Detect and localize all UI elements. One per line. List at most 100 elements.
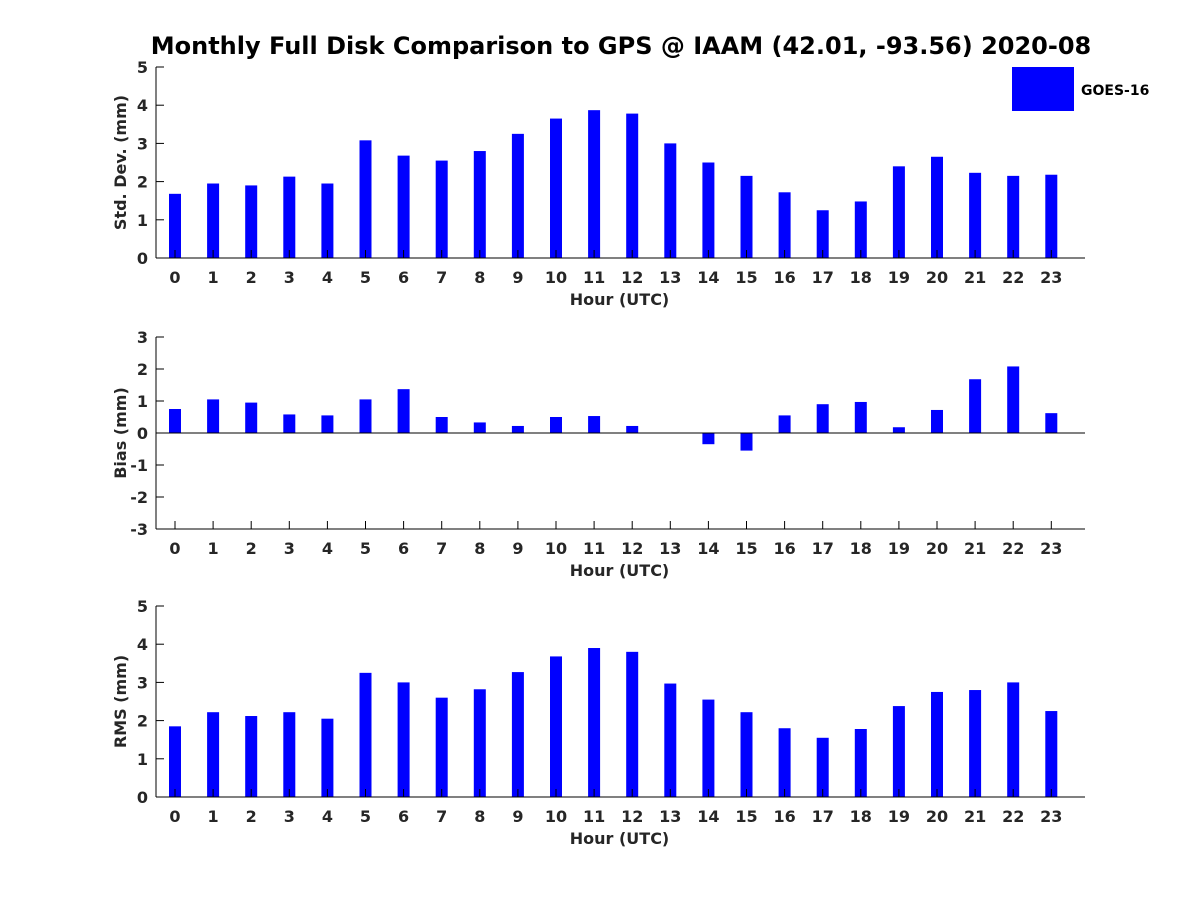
rms-ytick-label: 0 [137,788,148,807]
bias-xtick-label: 9 [512,539,523,558]
std-dev-bar-20 [931,156,943,258]
rms-xtick-label: 3 [284,807,295,826]
rms-ytick-label: 3 [137,673,148,692]
bias-xtick-label: 16 [773,539,795,558]
std-dev-xtick-label: 23 [1040,268,1062,287]
chart-title: Monthly Full Disk Comparison to GPS @ IA… [151,32,1091,60]
std-dev-bar-2 [245,185,258,258]
bias-xtick-label: 14 [697,539,719,558]
std-dev-xtick-label: 18 [850,268,872,287]
std-dev-bar-8 [473,151,486,258]
bias-xtick-label: 7 [436,539,447,558]
std-dev-bar-13 [664,143,677,258]
bias-bar-0 [169,409,181,433]
std-dev-xtick-label: 0 [169,268,180,287]
bias-ytick-label: -1 [130,456,148,475]
rms-xtick-label: 22 [1002,807,1024,826]
std-dev-xtick-label: 12 [621,268,643,287]
std-dev-xtick-label: 5 [360,268,371,287]
bias-xtick-label: 18 [850,539,872,558]
bias-xtick-label: 5 [360,539,371,558]
std-dev-bar-14 [702,162,715,258]
bias-xtick-label: 17 [812,539,834,558]
bias-bar-17 [816,404,829,433]
rms-bar-6 [397,682,410,797]
rms-bar-7 [435,697,448,797]
bias-xtick-label: 22 [1002,539,1024,558]
std-dev-bar-0 [169,193,181,258]
rms-xtick-label: 0 [169,807,180,826]
rms-ytick-label: 1 [137,750,148,769]
rms-xtick-label: 1 [208,807,219,826]
bias-bar-3 [283,414,296,433]
bias-xtick-label: 3 [284,539,295,558]
bias-xtick-label: 2 [246,539,257,558]
rms-xtick-label: 15 [735,807,757,826]
rms-bar-20 [931,691,943,797]
legend: GOES-16 [1012,67,1149,111]
bias-xtick-label: 4 [322,539,333,558]
std-dev-bar-12 [626,113,639,258]
rms-bar-19 [892,706,905,797]
std-dev-xtick-label: 11 [583,268,605,287]
rms-xtick-label: 2 [246,807,257,826]
bias-xtick-label: 6 [398,539,409,558]
rms-xtick-label: 8 [474,807,485,826]
bias-ytick-label: 0 [137,424,148,443]
std-dev-xtick-label: 10 [545,268,567,287]
bias-ylabel: Bias (mm) [111,387,130,479]
std-dev-bar-19 [892,166,905,258]
std-dev-bar-15 [740,175,753,258]
bias-bar-7 [435,417,448,433]
bias-bar-22 [1007,366,1020,433]
rms-bar-14 [702,699,715,797]
rms-bar-18 [854,729,867,797]
rms-bar-22 [1007,682,1020,797]
std-dev-ytick-label: 2 [137,173,148,192]
rms-xtick-label: 23 [1040,807,1062,826]
bias-xtick-label: 10 [545,539,567,558]
std-dev-bar-22 [1007,175,1020,258]
std-dev-ytick-label: 5 [137,58,148,77]
std-dev-xtick-label: 19 [888,268,910,287]
std-dev-bar-17 [816,210,829,258]
bias-xtick-label: 15 [735,539,757,558]
bias-ytick-label: 1 [137,392,148,411]
bias-bar-8 [473,422,486,433]
std-dev-ytick-label: 1 [137,211,148,230]
rms-xtick-label: 21 [964,807,986,826]
std-dev-xtick-label: 2 [246,268,257,287]
rms-bar-3 [283,712,296,797]
bias-bar-11 [588,416,601,433]
std-dev-bar-5 [359,140,372,258]
bias-bar-6 [397,389,410,433]
std-dev-xtick-label: 3 [284,268,295,287]
std-dev-ylabel: Std. Dev. (mm) [111,95,130,230]
legend-label: GOES-16 [1081,83,1149,99]
std-dev-bar-18 [854,201,867,258]
bias-bar-10 [550,417,562,433]
rms-bar-21 [969,690,982,797]
bias-xtick-label: 20 [926,539,948,558]
bias-xtick-label: 21 [964,539,986,558]
rms-bar-13 [664,683,677,797]
rms-bar-11 [588,648,601,797]
rms-ytick-label: 2 [137,712,148,731]
rms-ytick-label: 5 [137,597,148,616]
bias-ytick-label: -3 [130,520,148,539]
std-dev-bar-16 [778,192,791,258]
bias-bar-9 [511,425,524,433]
bias-bar-5 [359,399,372,433]
bias-xtick-label: 19 [888,539,910,558]
std-dev-bar-4 [321,183,334,258]
bias-ytick-label: 2 [137,360,148,379]
bias-bar-1 [207,399,220,433]
rms-xtick-label: 9 [512,807,523,826]
bias-bar-15 [740,433,753,451]
rms-bar-8 [473,689,486,797]
bias-ytick-label: 3 [137,328,148,347]
std-dev-bar-1 [207,183,220,258]
